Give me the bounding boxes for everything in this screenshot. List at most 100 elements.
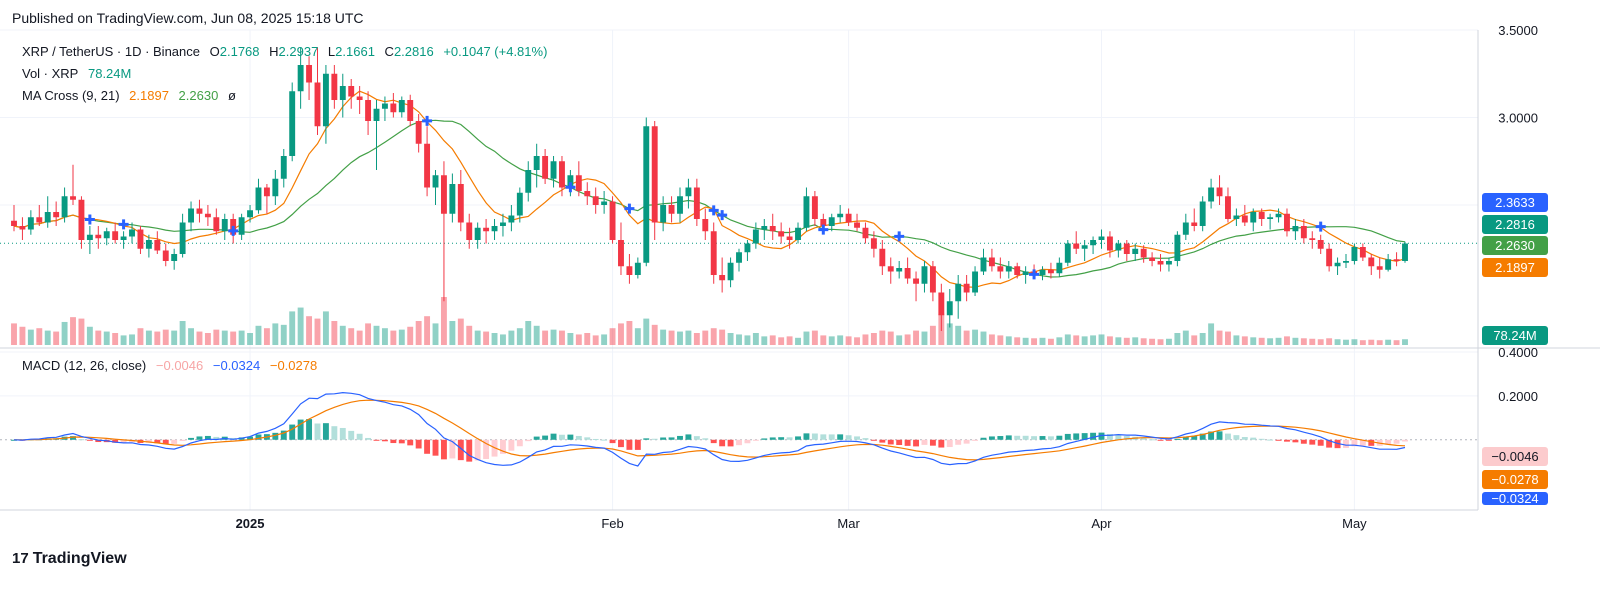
volume-bar — [322, 311, 329, 345]
macd-histogram-bar — [584, 437, 591, 440]
macd-histogram-bar — [980, 437, 987, 440]
macd-histogram-bar — [373, 439, 380, 441]
macd-histogram-bar — [1191, 435, 1198, 440]
candle — [988, 248, 995, 272]
candle — [272, 170, 279, 205]
volume-bar — [634, 328, 641, 345]
volume-bar — [1359, 340, 1366, 345]
volume-bar — [542, 330, 549, 345]
volume-bar — [196, 331, 203, 345]
volume-bar — [837, 335, 844, 345]
volume-bar — [1031, 338, 1038, 345]
macd-signal-line — [14, 399, 1406, 461]
macd-histogram-bar — [685, 434, 692, 440]
candle — [1208, 178, 1215, 209]
candle — [634, 257, 641, 279]
ma-cross-marker — [708, 205, 719, 216]
macd-histogram-bar — [1157, 439, 1164, 441]
volume-bar — [1334, 339, 1341, 345]
volume-bar — [736, 334, 742, 345]
macd-histogram-bar — [415, 439, 422, 449]
macd-line — [13, 391, 1406, 467]
candle — [280, 149, 287, 188]
volume-bar — [238, 330, 245, 345]
candle — [1385, 254, 1392, 272]
candle — [1166, 257, 1172, 272]
volume-legend: Vol · XRP 78.24M — [22, 66, 137, 82]
tradingview-logo[interactable]: 17 TradingView — [12, 550, 127, 568]
volume-bar — [1326, 338, 1333, 345]
candle — [1199, 196, 1206, 232]
volume-bar — [1106, 336, 1113, 345]
volume-bar — [221, 330, 228, 345]
candle-body — [1225, 196, 1231, 219]
candle-body — [1199, 201, 1206, 226]
macd-histogram-bar — [112, 439, 119, 443]
volume-value: 78.24M — [87, 66, 132, 81]
candle-body — [314, 82, 321, 127]
candle-body — [660, 205, 667, 223]
volume-bar — [803, 331, 810, 345]
macd-histogram-bar — [879, 439, 886, 443]
candle-body — [567, 175, 574, 188]
volume-bar — [306, 316, 313, 345]
candle — [1132, 243, 1139, 261]
volume-bar — [179, 321, 186, 345]
macd-histogram-bar — [1090, 432, 1097, 440]
volume-bar — [1292, 337, 1299, 345]
candle-body — [1157, 261, 1164, 265]
candle — [896, 261, 903, 279]
volume-bar — [44, 330, 51, 345]
volume-bar — [314, 318, 321, 345]
price-chart[interactable]: 3.50003.00002.50000.40000.20002025FebMar… — [0, 0, 1600, 540]
candle — [457, 170, 464, 232]
macd-histogram-bar — [1368, 439, 1375, 446]
macd-histogram-bar — [500, 439, 506, 454]
macd-tick-label: 0.2000 — [1498, 389, 1538, 404]
macd-histogram-bar — [1292, 439, 1299, 443]
candle-body — [601, 201, 608, 205]
candle — [559, 156, 565, 197]
macd-histogram-bar — [828, 434, 835, 440]
candle-body — [1073, 243, 1080, 249]
candle-body — [1233, 215, 1240, 219]
volume-bar — [1090, 335, 1097, 345]
volume-bar — [988, 334, 995, 345]
candle-body — [238, 217, 245, 235]
volume-bar — [618, 323, 624, 345]
candle — [61, 187, 68, 223]
candle-body — [11, 220, 17, 226]
macd-histogram-bar — [769, 437, 776, 440]
candle — [1233, 208, 1240, 226]
volume-bar — [112, 333, 119, 345]
macd-histogram-bar — [1326, 439, 1333, 448]
macd-histogram-bar — [78, 439, 85, 441]
candle-body — [1047, 269, 1054, 274]
volume-bar — [1317, 339, 1324, 345]
candle — [778, 222, 785, 244]
candle — [213, 208, 220, 235]
candle — [1250, 208, 1257, 232]
candle-body — [78, 199, 85, 240]
candle — [1300, 219, 1307, 244]
volume-bar — [440, 297, 447, 345]
price-badge-ma-blue: 2.3633 — [1482, 193, 1548, 212]
macd-histogram-bar — [752, 439, 759, 441]
candle — [154, 231, 161, 254]
macd-histogram-bar — [1309, 439, 1316, 445]
candle — [1309, 231, 1316, 249]
candle-body — [1081, 245, 1088, 249]
volume-bar — [390, 330, 397, 345]
candle — [36, 205, 43, 226]
price-badge-ma-slow: 2.2630 — [1482, 236, 1548, 255]
macd-histogram-bar — [609, 439, 616, 444]
candle-body — [626, 266, 633, 275]
volume-bar — [1284, 336, 1290, 345]
candle-body — [879, 248, 886, 267]
macd-hist-value: −0.0046 — [155, 358, 204, 373]
candle-body — [171, 254, 178, 261]
candle-body — [95, 234, 102, 239]
candle — [398, 96, 405, 118]
volume-bar — [1073, 335, 1080, 345]
candle-body — [137, 229, 144, 249]
